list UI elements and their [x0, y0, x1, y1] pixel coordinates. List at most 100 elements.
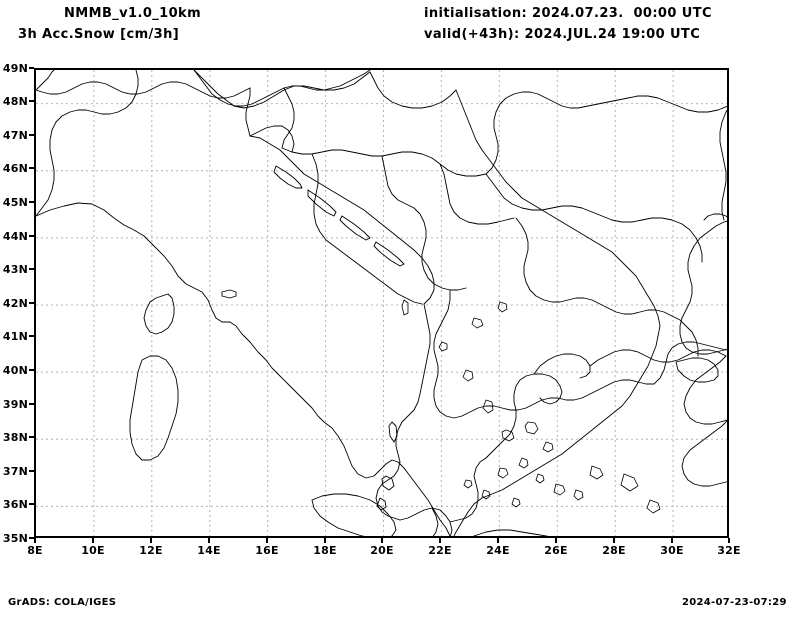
tick-x-10e — [92, 538, 94, 543]
grads-credit: GrADS: COLA/IGES — [8, 597, 117, 608]
border-romania-east — [719, 109, 727, 221]
tick-x-30e — [671, 538, 673, 543]
tick-x-22e — [439, 538, 441, 543]
xtick-label-8e: 8E — [27, 544, 43, 557]
border-switzerland-france-north — [36, 70, 55, 91]
coastline-black-sea-west — [679, 220, 727, 355]
tick-x-18e — [324, 538, 326, 543]
coastline-danube-delta — [703, 213, 727, 221]
ytick-label-36n: 36N — [2, 498, 28, 511]
map-svg — [36, 70, 727, 536]
border-hungary-west — [281, 87, 295, 149]
coastline-dalmatian-islands-4 — [373, 241, 405, 267]
border-hungary-east — [485, 91, 579, 175]
ytick-label-46n: 46N — [2, 162, 28, 175]
tick-y-49n — [29, 67, 34, 69]
tick-y-39n — [29, 403, 34, 405]
tick-x-24e — [497, 538, 499, 543]
coastline-crete — [473, 529, 549, 536]
xtick-label-20e: 20E — [370, 544, 394, 557]
coastline-corsica — [143, 293, 175, 335]
tick-x-8e — [34, 538, 36, 543]
border-greece-north — [453, 379, 655, 419]
xtick-label-18e: 18E — [313, 544, 337, 557]
coastline-sardinia — [129, 355, 179, 461]
coastline-zakynthos — [376, 497, 387, 511]
ytick-label-49n: 49N — [2, 62, 28, 75]
coastline-elba — [221, 289, 237, 299]
tick-y-48n — [29, 100, 34, 102]
tick-y-37n — [29, 470, 34, 472]
ytick-label-47n: 47N — [2, 129, 28, 142]
ytick-label-39n: 39N — [2, 398, 28, 411]
border-italy-slovenia — [245, 87, 251, 137]
xtick-label-26e: 26E — [544, 544, 568, 557]
ytick-label-44n: 44N — [2, 230, 28, 243]
border-romania-north — [577, 95, 727, 113]
ytick-label-38n: 38N — [2, 431, 28, 444]
tick-y-44n — [29, 235, 34, 237]
xtick-label-28e: 28E — [602, 544, 626, 557]
tick-y-42n — [29, 302, 34, 304]
coastline-sicily — [311, 493, 397, 536]
field-title: 3h Acc.Snow [cm/3h] — [18, 27, 180, 42]
ytick-label-35n: 35N — [2, 532, 28, 545]
coastline-turkey-west — [683, 355, 727, 425]
tick-y-41n — [29, 335, 34, 337]
tick-y-46n — [29, 167, 34, 169]
coastline-croatia-dalmatia — [249, 135, 435, 305]
border-italy-france — [36, 70, 139, 217]
xtick-label-16e: 16E — [255, 544, 279, 557]
tick-x-14e — [208, 538, 210, 543]
tick-y-47n — [29, 134, 34, 136]
xtick-label-24e: 24E — [486, 544, 510, 557]
border-romania-danube — [485, 173, 703, 263]
xtick-label-14e: 14E — [197, 544, 221, 557]
coastline-greece-east — [485, 373, 563, 459]
border-italy-north — [193, 70, 371, 109]
map-plot-area — [34, 68, 729, 538]
coastline-peloponnese — [399, 507, 453, 536]
coastline-peloponnese-south — [431, 507, 439, 536]
tick-y-36n — [29, 503, 34, 505]
tick-x-20e — [381, 538, 383, 543]
tick-y-40n — [29, 369, 34, 371]
border-alpine-danubian — [193, 70, 371, 107]
border-austria-italy — [36, 81, 251, 99]
coastline-kefalonia — [381, 475, 395, 491]
border-bulgaria-serbia — [515, 217, 687, 327]
ytick-label-42n: 42N — [2, 297, 28, 310]
coastline-turkey-southwest — [681, 420, 727, 487]
coastline-greece-north-aegean — [589, 349, 727, 367]
ytick-label-37n: 37N — [2, 465, 28, 478]
ytick-label-40n: 40N — [2, 364, 28, 377]
initialisation-time: initialisation: 2024.07.23. 00:00 UTC — [424, 6, 712, 21]
border-slovenia-croatia — [249, 125, 295, 153]
coastline-peloponnese-east — [449, 457, 487, 523]
tick-x-32e — [728, 538, 730, 543]
ytick-label-45n: 45N — [2, 196, 28, 209]
coastline-aegean-islands — [401, 299, 661, 514]
valid-time: valid(+43h): 2024.JUL.24 19:00 UTC — [424, 27, 701, 42]
tick-x-28e — [613, 538, 615, 543]
tick-y-38n — [29, 436, 34, 438]
xtick-label-10e: 10E — [81, 544, 105, 557]
coastline-dalmatian-islands-2 — [307, 189, 337, 217]
coastline-dalmatian-islands-3 — [339, 215, 371, 241]
coastline-corfu — [388, 421, 398, 443]
tick-x-26e — [555, 538, 557, 543]
coastline-italy-adriatic-north — [369, 71, 457, 109]
coastline-chalkidiki — [533, 353, 591, 379]
grid-lines — [36, 70, 727, 536]
coastline-dalmatian-islands-1 — [273, 165, 303, 189]
coastline-italy-adriatic — [453, 89, 661, 536]
border-hungary-south — [281, 147, 487, 177]
tick-y-43n — [29, 268, 34, 270]
xtick-label-30e: 30E — [660, 544, 684, 557]
generation-timestamp: 2024-07-23-07:29 — [682, 597, 787, 608]
border-montenegro-albania — [433, 289, 455, 419]
ytick-label-43n: 43N — [2, 263, 28, 276]
ytick-label-48n: 48N — [2, 95, 28, 108]
xtick-label-32e: 32E — [717, 544, 741, 557]
tick-y-35n — [29, 537, 34, 539]
